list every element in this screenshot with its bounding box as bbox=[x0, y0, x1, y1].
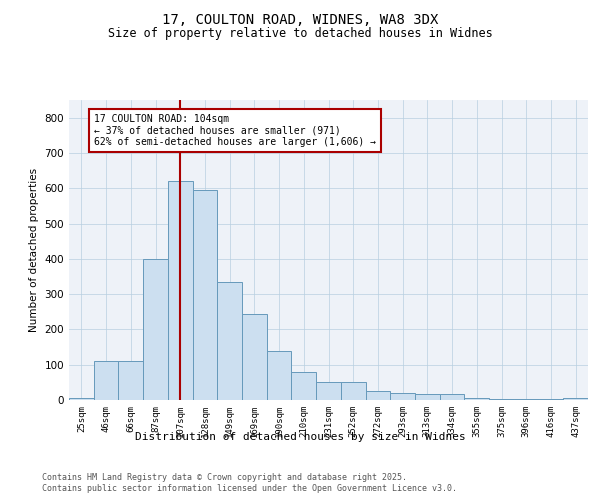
Y-axis label: Number of detached properties: Number of detached properties bbox=[29, 168, 39, 332]
Bar bbox=[94, 361, 118, 400]
Bar bbox=[390, 393, 415, 400]
Bar bbox=[464, 398, 489, 400]
Bar bbox=[69, 398, 94, 400]
Text: Contains public sector information licensed under the Open Government Licence v3: Contains public sector information licen… bbox=[42, 484, 457, 493]
Bar bbox=[292, 372, 316, 400]
Bar bbox=[341, 382, 365, 400]
Text: 17 COULTON ROAD: 104sqm
← 37% of detached houses are smaller (971)
62% of semi-d: 17 COULTON ROAD: 104sqm ← 37% of detache… bbox=[94, 114, 376, 148]
Bar bbox=[217, 282, 242, 400]
Text: Size of property relative to detached houses in Widnes: Size of property relative to detached ho… bbox=[107, 28, 493, 40]
Bar bbox=[563, 398, 588, 400]
Text: 17, COULTON ROAD, WIDNES, WA8 3DX: 17, COULTON ROAD, WIDNES, WA8 3DX bbox=[162, 12, 438, 26]
Bar bbox=[365, 391, 390, 400]
Bar bbox=[267, 350, 292, 400]
Bar bbox=[415, 394, 440, 400]
Bar bbox=[316, 382, 341, 400]
Bar bbox=[489, 399, 514, 400]
Bar bbox=[242, 314, 267, 400]
Bar bbox=[118, 361, 143, 400]
Bar bbox=[514, 399, 539, 400]
Bar bbox=[440, 394, 464, 400]
Text: Distribution of detached houses by size in Widnes: Distribution of detached houses by size … bbox=[134, 432, 466, 442]
Bar bbox=[143, 259, 168, 400]
Bar bbox=[168, 181, 193, 400]
Bar bbox=[193, 190, 217, 400]
Text: Contains HM Land Registry data © Crown copyright and database right 2025.: Contains HM Land Registry data © Crown c… bbox=[42, 472, 407, 482]
Bar bbox=[539, 399, 563, 400]
